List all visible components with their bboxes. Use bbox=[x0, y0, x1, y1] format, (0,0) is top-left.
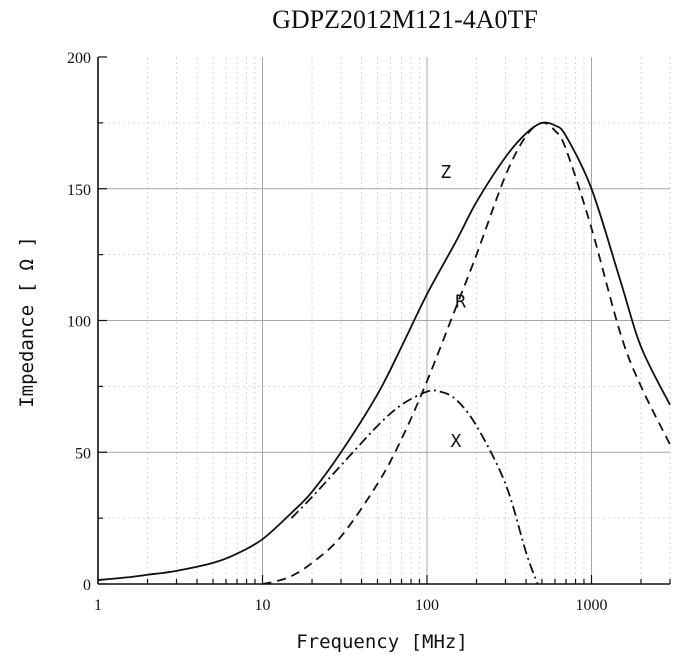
x-tick-label: 100 bbox=[415, 597, 439, 614]
x-tick-label: 1000 bbox=[576, 597, 608, 614]
labels: GDPZ2012M121-4A0TF Frequency [MHz] Imped… bbox=[16, 5, 538, 653]
y-tick-label: 0 bbox=[83, 577, 91, 594]
y-tick-label: 150 bbox=[67, 182, 91, 199]
curve-label-z: Z bbox=[440, 162, 451, 183]
x-tick-label: 1 bbox=[94, 597, 102, 614]
chart-title: GDPZ2012M121-4A0TF bbox=[272, 5, 538, 34]
y-tick-label: 100 bbox=[67, 314, 91, 331]
axes: 1 10 100 1000 0 50 100 150 200 bbox=[67, 50, 671, 614]
y-axis-label: Impedance [ Ω ] bbox=[16, 236, 38, 408]
curves bbox=[97, 121, 671, 585]
y-tick-label: 200 bbox=[67, 50, 91, 67]
x-axis-label: Frequency [MHz] bbox=[296, 631, 468, 653]
curve-z bbox=[97, 121, 671, 581]
curve-r bbox=[262, 121, 671, 585]
curve-x bbox=[290, 389, 539, 585]
y-tick-label: 50 bbox=[75, 445, 91, 462]
grid-lines bbox=[98, 57, 671, 584]
curve-label-r: R bbox=[455, 291, 466, 312]
curve-annotations: Z R X bbox=[440, 162, 466, 452]
curve-label-x: X bbox=[451, 431, 462, 452]
x-tick-label: 10 bbox=[255, 597, 271, 614]
